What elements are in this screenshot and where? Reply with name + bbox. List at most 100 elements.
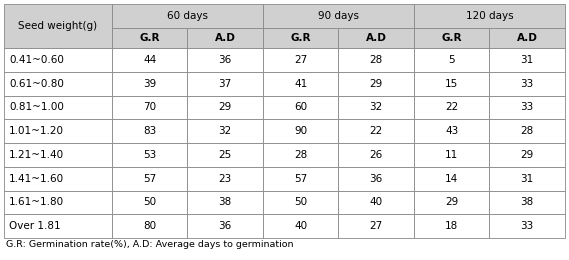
Bar — [112, 191, 188, 214]
Bar — [339, 28, 414, 48]
Bar — [339, 214, 414, 238]
Text: 38: 38 — [218, 197, 232, 207]
Bar — [339, 95, 414, 119]
Bar — [188, 191, 263, 214]
Bar — [414, 143, 489, 167]
Text: 28: 28 — [521, 126, 534, 136]
Text: 57: 57 — [143, 174, 156, 184]
Text: 37: 37 — [218, 79, 232, 89]
Text: 0.81~1.00: 0.81~1.00 — [9, 102, 64, 112]
Text: 11: 11 — [445, 150, 459, 160]
Bar — [263, 167, 339, 191]
Bar — [112, 119, 188, 143]
Text: 40: 40 — [370, 197, 383, 207]
Bar — [188, 119, 263, 143]
Bar — [4, 191, 112, 214]
Text: 27: 27 — [370, 221, 383, 231]
Bar — [414, 214, 489, 238]
Text: 22: 22 — [445, 102, 459, 112]
Bar — [263, 72, 339, 95]
Text: 29: 29 — [445, 197, 459, 207]
Text: 57: 57 — [294, 174, 307, 184]
Text: 90: 90 — [294, 126, 307, 136]
Text: 50: 50 — [143, 197, 156, 207]
Bar — [112, 214, 188, 238]
Text: 60 days: 60 days — [167, 11, 208, 21]
Text: 120 days: 120 days — [465, 11, 513, 21]
Text: 1.01~1.20: 1.01~1.20 — [9, 126, 64, 136]
Text: 60: 60 — [294, 102, 307, 112]
Bar — [489, 167, 565, 191]
Text: 33: 33 — [521, 221, 534, 231]
Text: 32: 32 — [218, 126, 232, 136]
Text: 43: 43 — [445, 126, 459, 136]
Bar — [263, 119, 339, 143]
Text: 28: 28 — [294, 150, 307, 160]
Text: A.D: A.D — [517, 33, 538, 43]
Text: G.R: G.R — [139, 33, 160, 43]
Bar — [4, 48, 112, 72]
Text: 23: 23 — [218, 174, 232, 184]
Bar — [489, 28, 565, 48]
Bar — [339, 167, 414, 191]
Text: G.R: G.R — [291, 33, 311, 43]
Bar — [489, 191, 565, 214]
Text: 29: 29 — [218, 102, 232, 112]
Bar — [263, 4, 414, 28]
Text: 36: 36 — [218, 55, 232, 65]
Bar — [489, 119, 565, 143]
Text: 27: 27 — [294, 55, 307, 65]
Bar — [339, 191, 414, 214]
Bar — [188, 48, 263, 72]
Bar — [188, 143, 263, 167]
Text: 26: 26 — [370, 150, 383, 160]
Text: 14: 14 — [445, 174, 459, 184]
Bar — [4, 4, 112, 48]
Text: 83: 83 — [143, 126, 156, 136]
Bar — [339, 48, 414, 72]
Text: 33: 33 — [521, 102, 534, 112]
Text: 31: 31 — [521, 55, 534, 65]
Text: 40: 40 — [294, 221, 307, 231]
Bar — [188, 214, 263, 238]
Text: 36: 36 — [370, 174, 383, 184]
Bar — [339, 119, 414, 143]
Bar — [112, 167, 188, 191]
Bar — [263, 95, 339, 119]
Bar — [489, 95, 565, 119]
Text: 25: 25 — [218, 150, 232, 160]
Bar — [339, 72, 414, 95]
Text: 22: 22 — [370, 126, 383, 136]
Text: 0.41~0.60: 0.41~0.60 — [9, 55, 64, 65]
Bar — [112, 4, 263, 28]
Bar — [414, 72, 489, 95]
Text: 1.21~1.40: 1.21~1.40 — [9, 150, 64, 160]
Text: G.R: Germination rate(%), A.D: Average days to germination: G.R: Germination rate(%), A.D: Average d… — [6, 240, 294, 249]
Bar — [263, 214, 339, 238]
Text: 0.61~0.80: 0.61~0.80 — [9, 79, 64, 89]
Bar — [4, 167, 112, 191]
Text: 70: 70 — [143, 102, 156, 112]
Bar — [489, 143, 565, 167]
Bar — [414, 48, 489, 72]
Bar — [489, 48, 565, 72]
Text: 53: 53 — [143, 150, 156, 160]
Bar — [188, 95, 263, 119]
Text: 28: 28 — [370, 55, 383, 65]
Text: 44: 44 — [143, 55, 156, 65]
Bar — [489, 214, 565, 238]
Text: 80: 80 — [143, 221, 156, 231]
Text: 50: 50 — [294, 197, 307, 207]
Bar — [112, 28, 188, 48]
Text: 33: 33 — [521, 79, 534, 89]
Text: G.R: G.R — [442, 33, 462, 43]
Text: 15: 15 — [445, 79, 459, 89]
Bar — [263, 143, 339, 167]
Text: 1.41~1.60: 1.41~1.60 — [9, 174, 64, 184]
Text: 5: 5 — [448, 55, 455, 65]
Bar — [112, 143, 188, 167]
Text: 29: 29 — [521, 150, 534, 160]
Text: Seed weight(g): Seed weight(g) — [18, 21, 97, 31]
Text: 31: 31 — [521, 174, 534, 184]
Bar — [112, 48, 188, 72]
